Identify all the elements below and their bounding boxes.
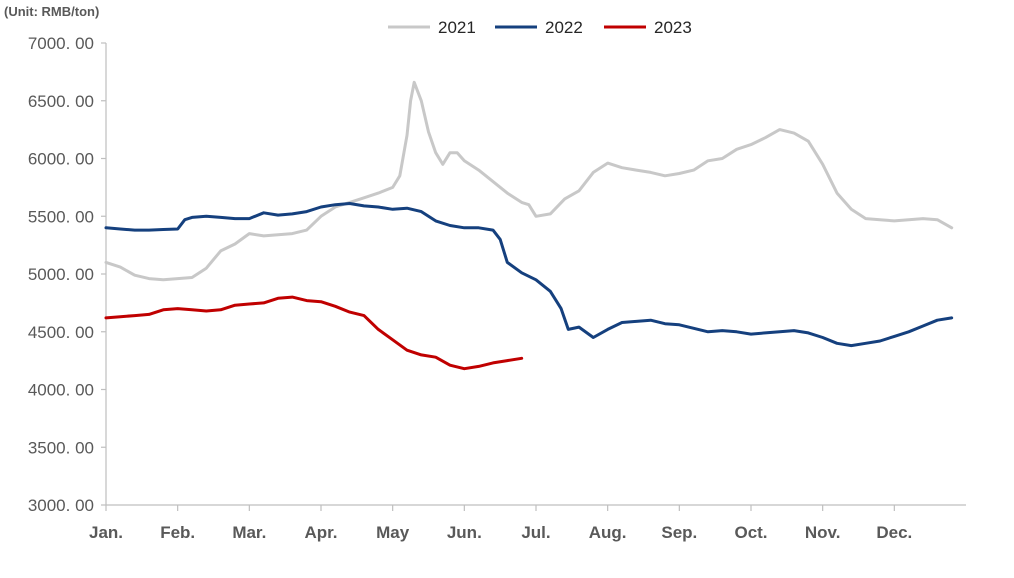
x-axis: Jan. Feb. Mar. Apr. May Jun. Jul. Aug. Sep. Oct. N… (89, 504, 966, 542)
x-tick-label: Oct. (734, 523, 767, 542)
y-tick-label: 7000. 00 (28, 34, 94, 53)
x-tick-label: Mar. (232, 523, 266, 542)
y-tick-label: 3500. 00 (28, 438, 94, 457)
x-tick-label: Apr. (304, 523, 337, 542)
y-tick-label: 3000. 00 (28, 496, 94, 515)
x-tick-label: May (376, 523, 410, 542)
y-tick-label: 6500. 00 (28, 92, 94, 111)
y-tick-label: 5000. 00 (28, 265, 94, 284)
x-tick-label: Nov. (805, 523, 841, 542)
y-tick-label: 5500. 00 (28, 207, 94, 226)
x-tick-label: Sep. (661, 523, 697, 542)
legend: 2021 2022 2023 (388, 18, 692, 37)
unit-label: (Unit: RMB/ton) (4, 4, 100, 19)
y-tick-label: 4500. 00 (28, 323, 94, 342)
series-layer (104, 80, 954, 371)
x-tick-label: Dec. (876, 523, 912, 542)
y-tick-label: 6000. 00 (28, 150, 94, 169)
legend-label-2022: 2022 (545, 18, 583, 37)
series-line-2023 (104, 295, 524, 371)
x-tick-label: Jun. (447, 523, 482, 542)
series-line-2021 (104, 80, 954, 282)
series-line-2022 (104, 202, 954, 348)
legend-label-2021: 2021 (438, 18, 476, 37)
legend-label-2023: 2023 (654, 18, 692, 37)
y-axis: 3000. 00 3500. 00 4000. 00 4500. 00 5000. 00… (28, 34, 107, 515)
y-tick-label: 4000. 00 (28, 381, 94, 400)
x-tick-label: Jul. (521, 523, 550, 542)
x-tick-label: Jan. (89, 523, 123, 542)
x-tick-label: Feb. (160, 523, 195, 542)
x-tick-label: Aug. (589, 523, 627, 542)
